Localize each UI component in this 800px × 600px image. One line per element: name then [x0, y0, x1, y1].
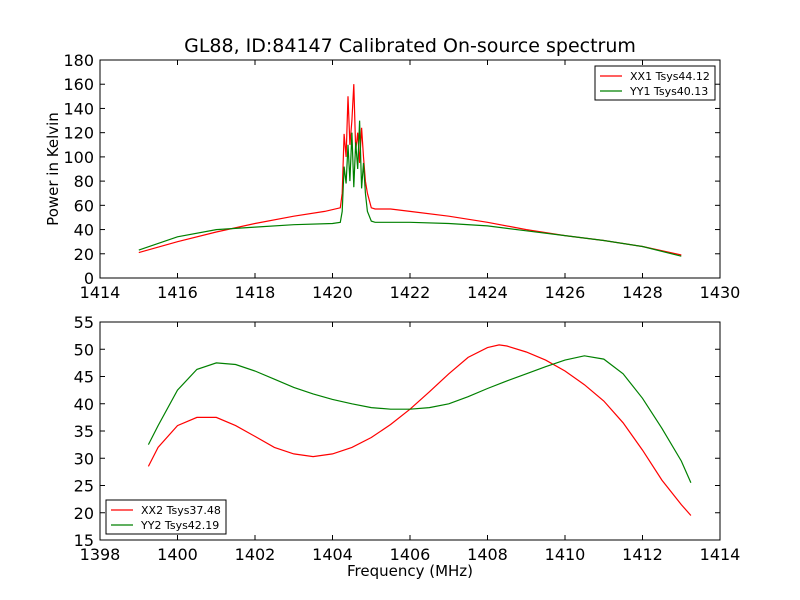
y-tick-label: 25 — [74, 477, 94, 496]
y-tick-label: 60 — [74, 196, 94, 215]
y-tick-label: 20 — [74, 504, 94, 523]
x-tick-label: 1416 — [157, 283, 198, 302]
x-tick-label: 1414 — [700, 545, 741, 564]
x-tick-label: 1420 — [312, 283, 353, 302]
legend-box — [105, 499, 227, 535]
x-tick-label: 1428 — [622, 283, 663, 302]
series-line-YY1 Tsys40.13 — [138, 120, 682, 257]
y-tick-label: 30 — [74, 449, 94, 468]
y-tick-label: 45 — [74, 368, 94, 387]
x-tick-label: 1424 — [467, 283, 508, 302]
x-tick-label: 1430 — [700, 283, 741, 302]
y-tick-label: 50 — [74, 340, 94, 359]
bottom-plot: 1398 1400 1402 1404 1406 1408 1410 1412 1414 15 20… — [74, 313, 741, 580]
x-tick-label: 1422 — [390, 283, 431, 302]
x-tick-label: 1404 — [312, 545, 353, 564]
y-tick-label: 15 — [74, 531, 94, 550]
legend-entry: XX1 Tsys44.12 — [630, 70, 710, 83]
series-line-YY2 Tsys42.19 — [147, 355, 692, 484]
y-tick-label: 40 — [74, 395, 94, 414]
chart-title: GL88, ID:84147 Calibrated On-source spec… — [184, 35, 636, 57]
y-tick-label: 160 — [63, 75, 94, 94]
legend-box — [594, 65, 716, 101]
y-tick-label: 180 — [63, 51, 94, 70]
legend-entry: YY2 Tsys42.19 — [140, 519, 219, 532]
series-line-XX2 Tsys37.48 — [147, 344, 692, 516]
legend-entry: YY1 Tsys40.13 — [629, 85, 708, 98]
y-tick-label: 55 — [74, 313, 94, 332]
y-tick-label: 100 — [63, 148, 94, 167]
y-axis-label: Power in Kelvin — [44, 112, 62, 226]
x-tick-label: 1410 — [545, 545, 586, 564]
x-tick-label: 1408 — [467, 545, 508, 564]
legend: XX2 Tsys37.48 YY2 Tsys42.19 — [105, 499, 227, 535]
x-tick-label: 1400 — [157, 545, 198, 564]
y-tick-label: 80 — [74, 172, 94, 191]
y-tick-label: 20 — [74, 245, 94, 264]
legend-entry: XX2 Tsys37.48 — [141, 504, 221, 517]
x-tick-label: 1414 — [80, 283, 121, 302]
x-tick-label: 1418 — [235, 283, 276, 302]
y-tick-label: 140 — [63, 99, 94, 118]
y-tick-label: 35 — [74, 422, 94, 441]
top-plot: 1414 1416 1418 1420 1422 1424 1426 1428 1430 0 20 4… — [44, 51, 740, 302]
y-tick-label: 120 — [63, 124, 94, 143]
y-tick-label: 0 — [84, 269, 94, 288]
legend: XX1 Tsys44.12 YY1 Tsys40.13 — [594, 65, 716, 101]
x-axis-label: Frequency (MHz) — [347, 562, 473, 580]
x-tick-label: 1406 — [390, 545, 431, 564]
x-tick-label: 1426 — [545, 283, 586, 302]
x-tick-label: 1402 — [235, 545, 276, 564]
x-tick-label: 1412 — [622, 545, 663, 564]
x-tick-label: 1398 — [80, 545, 121, 564]
y-tick-label: 40 — [74, 221, 94, 240]
